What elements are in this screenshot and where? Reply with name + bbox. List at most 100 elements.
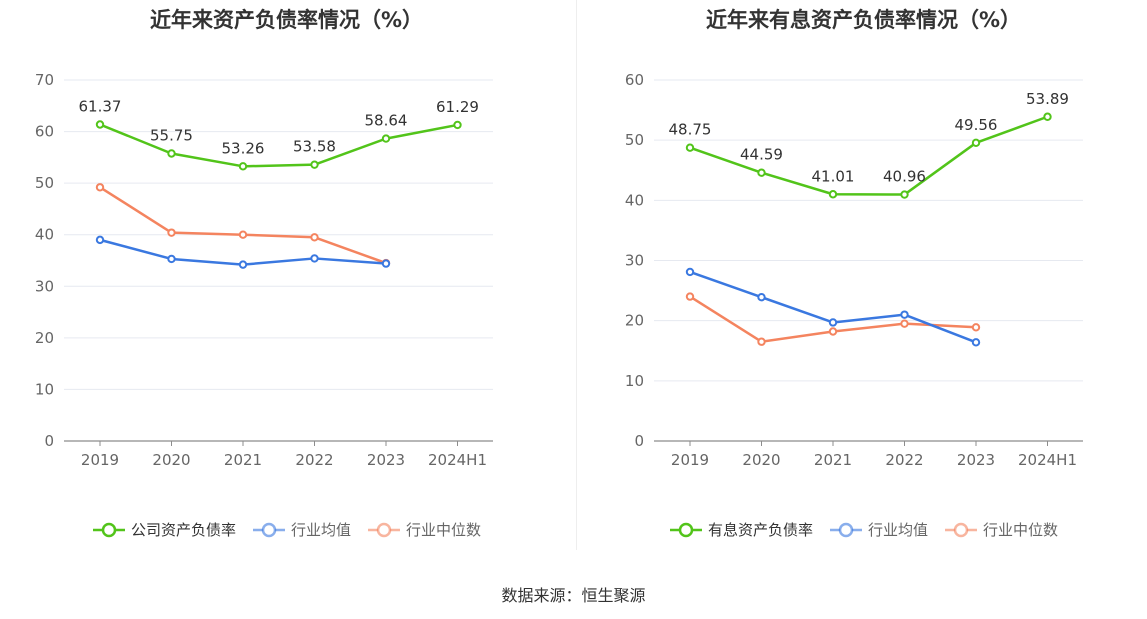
x-tick-label: 2021: [224, 451, 262, 469]
x-tick-label: 2024H1: [1018, 451, 1077, 469]
data-point[interactable]: [95, 183, 105, 192]
legend-marker-icon: [829, 522, 862, 537]
legend-item[interactable]: 行业中位数: [944, 519, 1058, 540]
data-point[interactable]: [238, 162, 248, 171]
chart-panel-debt-ratio: 近年来资产负债率情况（%） 0 10 20 30 40 50 60 70 2019 2020 202…: [0, 0, 573, 560]
data-point[interactable]: [167, 149, 176, 158]
panel-divider: [576, 0, 577, 550]
data-label: 41.01: [812, 167, 855, 185]
x-tick-label: 2024H1: [428, 451, 487, 469]
data-point[interactable]: [310, 233, 319, 242]
data-point[interactable]: [757, 337, 766, 346]
data-point[interactable]: [167, 254, 176, 264]
chart-legend: 有息资产负债率 行业均值 行业中位数: [577, 519, 1147, 540]
data-point[interactable]: [900, 319, 909, 328]
x-tick-label: 2022: [295, 451, 333, 469]
y-tick-label: 20: [35, 329, 54, 347]
legend-marker-icon: [669, 522, 702, 537]
data-source-note: 数据来源：恒生聚源: [501, 586, 646, 605]
data-point[interactable]: [453, 120, 462, 130]
x-tick-label: 2020: [742, 451, 780, 469]
data-label: 58.64: [365, 112, 408, 130]
legend-label: 行业中位数: [406, 521, 482, 539]
y-tick-label: 10: [625, 372, 644, 390]
x-tick-label: 2020: [152, 451, 190, 469]
legend-item[interactable]: 有息资产负债率: [669, 519, 813, 540]
legend-label: 行业均值: [290, 521, 351, 539]
y-tick-label: 30: [625, 252, 644, 270]
line-chart-debt-ratio: 0 10 20 30 40 50 60 70 2019 2020 2021 2022 2023 2024H…: [35, 71, 493, 469]
data-point[interactable]: [238, 230, 248, 239]
x-tick-label: 2019: [671, 451, 709, 469]
chart-panel-interest-debt-ratio: 近年来有息资产负债率情况（%） 0 10 20 30 40 50 60 2019 2020 202…: [577, 0, 1147, 560]
x-tick-label: 2022: [885, 451, 923, 469]
data-label: 40.96: [883, 168, 926, 186]
legend-label: 公司资产负债率: [130, 521, 236, 539]
data-label: 53.26: [222, 139, 265, 157]
x-tick-label: 2019: [81, 451, 119, 469]
chart-title: 近年来资产负债率情况（%）: [149, 8, 424, 32]
chart-title: 近年来有息资产负债率情况（%）: [705, 8, 1022, 32]
y-tick-label: 20: [625, 312, 644, 330]
data-label: 55.75: [150, 126, 193, 144]
data-label: 61.29: [436, 98, 479, 116]
data-point[interactable]: [95, 120, 105, 129]
x-tick-label: 2023: [367, 451, 405, 469]
data-point[interactable]: [828, 190, 838, 199]
data-point[interactable]: [971, 138, 981, 148]
data-point[interactable]: [828, 318, 838, 327]
data-point[interactable]: [381, 259, 391, 268]
data-point[interactable]: [310, 254, 319, 263]
data-point[interactable]: [685, 143, 695, 152]
legend-label: 行业中位数: [983, 521, 1059, 539]
data-point[interactable]: [685, 292, 695, 301]
data-label: 53.89: [1026, 90, 1069, 108]
data-label: 44.59: [740, 146, 783, 164]
data-point[interactable]: [167, 228, 176, 237]
y-tick-label: 50: [35, 174, 54, 192]
y-tick-label: 60: [625, 71, 644, 89]
data-point[interactable]: [757, 293, 766, 302]
y-tick-label: 70: [35, 71, 54, 89]
series-line-0: [99, 123, 458, 168]
y-tick-label: 40: [625, 191, 644, 209]
y-tick-label: 40: [35, 226, 54, 244]
data-label: 61.37: [79, 98, 122, 116]
data-label: 53.58: [293, 138, 336, 156]
legend-marker-icon: [252, 522, 285, 537]
legend-item[interactable]: 行业均值: [829, 519, 928, 540]
y-tick-label: 50: [625, 131, 644, 149]
legend-label: 行业均值: [867, 521, 928, 539]
data-point[interactable]: [900, 190, 909, 199]
chart-legend: 公司资产负债率 行业均值 行业中位数: [0, 519, 573, 540]
legend-label: 有息资产负债率: [707, 521, 813, 539]
line-chart-interest-debt-ratio: 0 10 20 30 40 50 60 2019 2020 2021 2022 2023 2024H1 4…: [625, 71, 1083, 469]
data-point[interactable]: [685, 267, 695, 277]
series-line-0: [689, 115, 1048, 196]
x-tick-label: 2021: [814, 451, 852, 469]
data-point[interactable]: [900, 310, 909, 319]
data-point[interactable]: [971, 323, 981, 332]
data-point[interactable]: [310, 160, 319, 169]
data-label: 48.75: [669, 121, 712, 139]
data-point[interactable]: [238, 260, 248, 269]
data-label: 49.56: [955, 116, 998, 134]
x-tick-label: 2023: [957, 451, 995, 469]
data-point[interactable]: [381, 134, 391, 143]
data-point[interactable]: [757, 168, 766, 177]
legend-marker-icon: [945, 522, 977, 537]
data-point[interactable]: [95, 235, 105, 245]
data-point[interactable]: [971, 338, 981, 347]
legend-item[interactable]: 行业均值: [252, 519, 351, 540]
legend-item[interactable]: 行业中位数: [367, 519, 481, 540]
y-tick-label: 10: [35, 380, 54, 398]
y-tick-label: 0: [634, 432, 644, 450]
y-tick-label: 30: [35, 277, 54, 295]
legend-marker-icon: [368, 522, 400, 537]
legend-marker-icon: [92, 522, 125, 537]
legend-item[interactable]: 公司资产负债率: [92, 519, 236, 540]
y-tick-label: 60: [35, 123, 54, 141]
y-tick-label: 0: [44, 432, 54, 450]
data-point[interactable]: [1043, 112, 1052, 121]
data-point[interactable]: [828, 327, 838, 336]
